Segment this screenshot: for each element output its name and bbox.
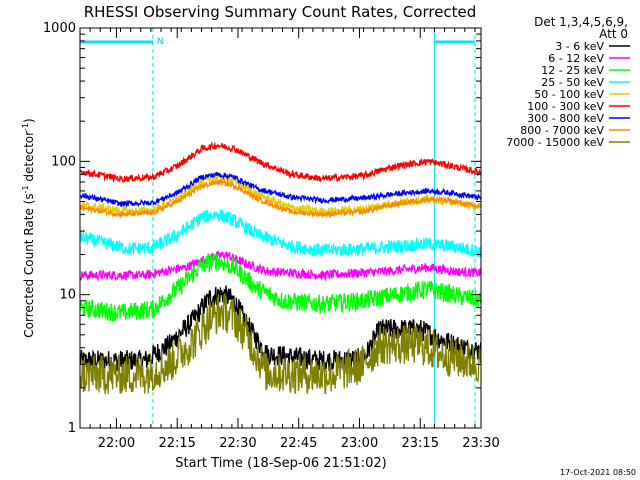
- series-line-2: [79, 252, 482, 322]
- y-axis-label: Corrected Count Rate (s-1 detector-1): [21, 118, 36, 337]
- x-tick-label: 22:30: [219, 436, 256, 451]
- legend-label-7: 800 - 7000 keV: [520, 124, 604, 137]
- footer-date: 17-Oct-2021 08:50: [560, 468, 636, 477]
- y-axis-label-superscript-1: -1: [21, 185, 30, 193]
- y-tick-label: 1000: [43, 21, 76, 36]
- y-tick-label: 10: [59, 288, 76, 303]
- legend-label-8: 7000 - 15000 keV: [506, 136, 604, 149]
- x-tick-label: 22:15: [158, 436, 195, 451]
- x-tick-label: 22:00: [98, 436, 135, 451]
- series-line-1: [79, 250, 482, 282]
- legend-label-6: 300 - 800 keV: [527, 112, 604, 125]
- y-axis-label-part-2: detector: [22, 131, 36, 186]
- x-tick-label: 23:15: [402, 436, 439, 451]
- series-line-7: [79, 178, 482, 219]
- night-flag-label: N: [157, 37, 164, 47]
- y-axis-label-superscript-2: -1: [21, 123, 30, 131]
- y-tick-label: 1: [68, 421, 76, 436]
- legend-label-4: 50 - 100 keV: [534, 88, 604, 101]
- series-line-5: [79, 140, 482, 184]
- y-tick-label: 100: [51, 154, 76, 169]
- y-axis-label-part-3: ): [22, 118, 36, 123]
- series-line-6: [79, 171, 482, 208]
- series-line-8: [79, 292, 482, 395]
- legend-label-2: 12 - 25 keV: [541, 64, 604, 77]
- legend-label-3: 25 - 50 keV: [541, 76, 604, 89]
- y-tick-labels: 1 10 100 1000: [43, 21, 76, 436]
- x-tick-label: 22:45: [280, 436, 317, 451]
- chart-title: RHESSI Observing Summary Count Rates, Co…: [84, 3, 477, 21]
- legend-label-0: 3 - 6 keV: [555, 40, 604, 53]
- legend-label-1: 6 - 12 keV: [548, 52, 604, 65]
- x-axis-label: Start Time (18-Sep-06 21:51:02): [175, 456, 386, 471]
- x-tick-labels: 22:00 22:15 22:30 22:45 23:00 23:15 23:30: [98, 436, 500, 451]
- x-tick-label: 23:30: [462, 436, 499, 451]
- plot-frame: [79, 27, 482, 429]
- series-layer: [79, 140, 482, 395]
- y-axis-label-part-1: Corrected Count Rate (s: [22, 193, 36, 337]
- series-line-3: [79, 209, 482, 258]
- axis-ticks: [79, 27, 482, 429]
- legend-label-5: 100 - 300 keV: [527, 100, 604, 113]
- legend-header-line-2: Att 0: [599, 27, 628, 41]
- x-tick-label: 23:00: [341, 436, 378, 451]
- legend-header-line-1: Det 1,3,4,5,6,9,: [534, 15, 628, 29]
